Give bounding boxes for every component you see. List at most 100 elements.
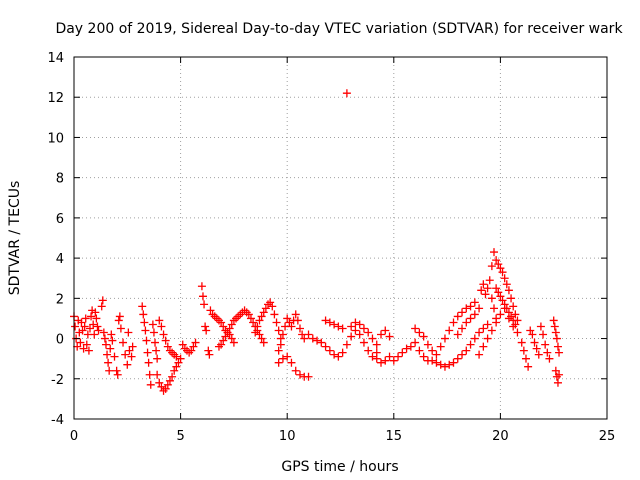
data-point — [178, 340, 187, 349]
data-point — [283, 314, 292, 323]
data-point — [204, 346, 213, 355]
data-point — [174, 358, 183, 367]
data-point — [124, 328, 133, 337]
data-point — [490, 304, 499, 313]
data-point — [351, 318, 360, 327]
data-point — [157, 382, 166, 391]
data-point — [432, 350, 441, 359]
data-point — [240, 306, 249, 315]
data-point — [115, 312, 124, 321]
data-point — [191, 338, 200, 347]
data-point — [498, 296, 507, 305]
data-point — [458, 308, 467, 317]
data-point — [219, 336, 228, 345]
data-point — [223, 328, 232, 337]
data-point — [445, 326, 454, 335]
data-point — [201, 322, 210, 331]
data-point — [107, 330, 116, 339]
data-point — [458, 324, 467, 333]
y-tick-label: 6 — [56, 212, 64, 227]
data-point — [498, 268, 507, 277]
data-point — [123, 360, 132, 369]
data-point — [364, 346, 373, 355]
data-point — [168, 348, 177, 357]
data-point — [355, 330, 364, 339]
data-point — [504, 286, 513, 295]
data-point — [227, 334, 236, 343]
data-point — [246, 314, 255, 323]
data-point — [151, 338, 160, 347]
data-point — [155, 316, 164, 325]
data-point — [347, 332, 356, 341]
data-point — [377, 330, 386, 339]
y-tick-labels: -4 -2 0 2 4 6 8 10 12 14 — [47, 51, 64, 428]
data-point — [496, 310, 505, 319]
data-point — [500, 304, 509, 313]
data-point — [244, 310, 253, 319]
data-point — [449, 358, 458, 367]
data-point — [492, 318, 501, 327]
data-point — [198, 292, 207, 301]
data-point — [334, 352, 343, 361]
plot-frame — [73, 56, 608, 420]
data-point — [291, 366, 300, 375]
data-point — [466, 302, 475, 311]
data-point — [492, 284, 501, 293]
data-point — [152, 346, 161, 355]
data-point — [509, 322, 518, 331]
data-point — [436, 360, 445, 369]
data-point — [139, 310, 148, 319]
data-point — [487, 262, 496, 271]
data-point — [253, 322, 262, 331]
data-point — [526, 326, 535, 335]
data-point — [317, 338, 326, 347]
data-point — [295, 370, 304, 379]
data-point — [494, 260, 503, 269]
data-point — [415, 346, 424, 355]
data-point — [342, 89, 351, 98]
data-point — [453, 354, 462, 363]
data-point — [517, 338, 526, 347]
data-point — [449, 318, 458, 327]
data-point — [308, 334, 317, 343]
data-point — [411, 324, 420, 333]
data-point — [259, 338, 268, 347]
data-point — [76, 338, 85, 347]
data-point — [553, 378, 562, 387]
data-point — [511, 310, 520, 319]
data-point — [477, 286, 486, 295]
data-point — [116, 324, 125, 333]
data-point — [82, 340, 91, 349]
data-point — [507, 294, 516, 303]
data-point — [511, 320, 520, 329]
data-point — [436, 342, 445, 351]
data-point — [217, 340, 226, 349]
data-point — [359, 324, 368, 333]
data-point — [170, 366, 179, 375]
data-point — [232, 314, 241, 323]
data-point — [351, 326, 360, 335]
data-point — [128, 342, 137, 351]
data-point — [73, 342, 82, 351]
data-point — [479, 324, 488, 333]
data-point — [385, 352, 394, 361]
data-point — [159, 330, 168, 339]
data-point — [338, 348, 347, 357]
data-point — [165, 376, 174, 385]
data-point — [539, 330, 548, 339]
data-point — [385, 332, 394, 341]
data-point — [103, 350, 112, 359]
data-point — [479, 280, 488, 289]
data-point — [159, 386, 168, 395]
data-point — [475, 304, 484, 313]
data-point — [217, 318, 226, 327]
data-point — [176, 354, 185, 363]
data-point — [214, 316, 223, 325]
data-point — [330, 350, 339, 359]
data-point — [104, 358, 113, 367]
data-point — [513, 328, 522, 337]
data-point — [93, 322, 102, 331]
data-point — [551, 366, 560, 375]
data-point — [338, 324, 347, 333]
data-point — [321, 342, 330, 351]
